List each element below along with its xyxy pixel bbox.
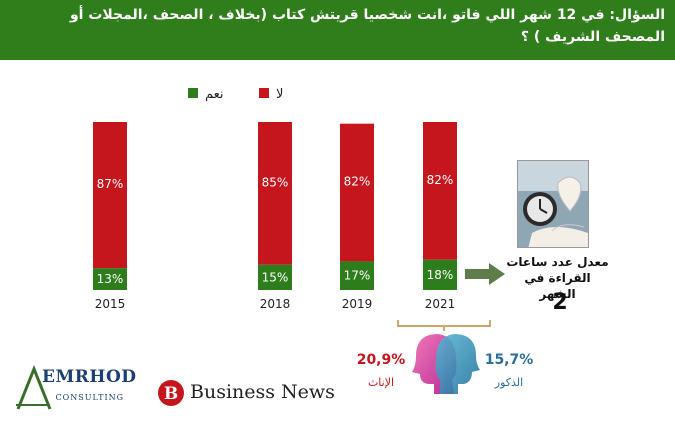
data-label-yes-2018: 15% [262, 270, 289, 284]
book-clock-image [517, 160, 589, 248]
emrhod-name: EMRHOD [42, 367, 137, 387]
emrhod-mark-icon [16, 365, 52, 410]
x-tick-label-2018: 2018 [260, 297, 291, 311]
business-news-text: Business News [190, 381, 335, 403]
data-label-no-2021: 82% [427, 173, 454, 187]
data-label-yes-2015: 13% [97, 272, 124, 286]
question-line-1: السؤال: في 12 شهر اللي فاتو ،انت شخصيا ق… [69, 7, 665, 23]
legend-swatch-no [259, 88, 269, 98]
female-male-heads-icon [412, 334, 480, 394]
avg-reading-hours-value: 2 [552, 290, 568, 315]
legend-label-yes: نعم [205, 87, 224, 102]
male-percent: 15,7% [484, 352, 534, 368]
x-tick-label-2019: 2019 [342, 297, 373, 311]
arrow-right-icon [465, 263, 505, 285]
male-label: الذكور [494, 376, 524, 389]
x-tick-label-2015: 2015 [95, 297, 126, 311]
data-label-yes-2021: 18% [427, 268, 454, 282]
emrhod-sub: CONSULTING [55, 393, 124, 402]
bar-yes-2018 [258, 264, 292, 290]
business-news-mark: B [164, 384, 178, 404]
female-label: الإناث [367, 376, 395, 389]
question-header: السؤال: في 12 شهر اللي فاتو ،انت شخصيا ق… [0, 0, 675, 60]
legend-swatch-yes [188, 88, 198, 98]
bracket-connector [397, 320, 491, 331]
avg-reading-hours-label: معدل عدد ساعات القراءة في الشهر [506, 255, 609, 301]
data-label-yes-2019: 17% [344, 269, 371, 283]
data-label-no-2018: 85% [262, 175, 289, 189]
stacked-bar-chart: لا نعم 87% 13% 2015 85% 15% 2018 82% 17% 2019 82% 18… [93, 87, 457, 311]
bar-no-2021 [423, 122, 457, 260]
bar-no-2019 [340, 123, 374, 262]
data-label-no-2015: 87% [97, 177, 124, 191]
bar-yes-2019 [340, 261, 374, 290]
bar-no-2018 [258, 122, 292, 265]
question-line-2: المصحف الشريف ) ؟ [520, 29, 665, 45]
business-news-logo-icon: B [158, 380, 184, 406]
emrhod-logo: EMRHOD CONSULTING [14, 365, 137, 411]
data-label-no-2019: 82% [344, 175, 371, 189]
bar-yes-2021 [423, 259, 457, 290]
x-tick-label-2021: 2021 [425, 297, 456, 311]
bar-no-2015 [93, 122, 127, 269]
bar-yes-2015 [93, 268, 127, 290]
legend-label-no: لا [276, 87, 283, 102]
female-percent: 20,9% [356, 352, 406, 368]
